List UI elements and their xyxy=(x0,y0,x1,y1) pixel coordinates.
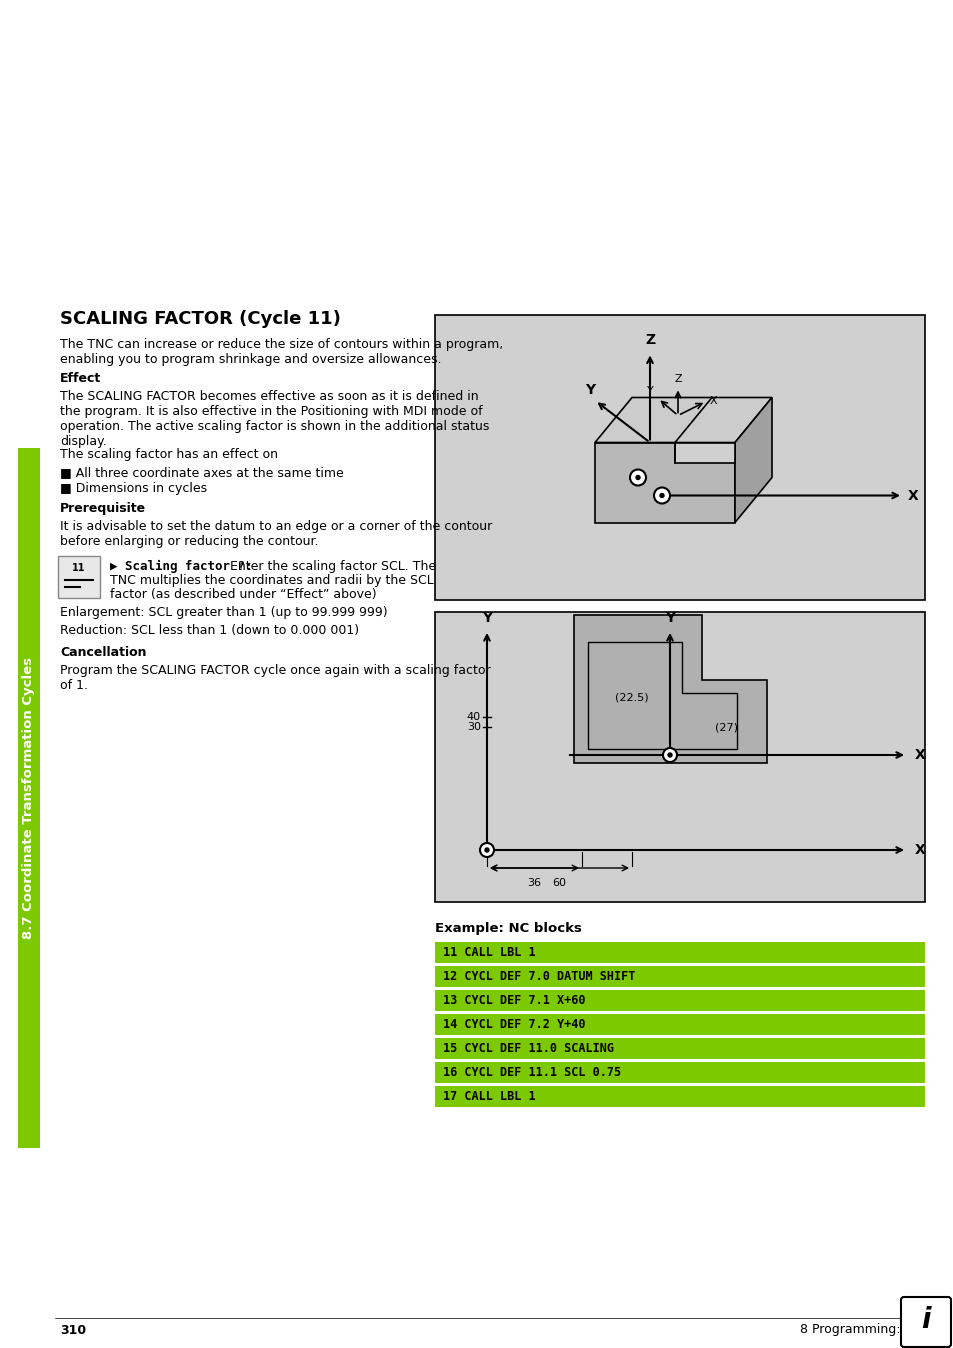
Text: Program the SCALING FACTOR cycle once again with a scaling factor
of 1.: Program the SCALING FACTOR cycle once ag… xyxy=(60,665,490,692)
Circle shape xyxy=(484,848,489,852)
FancyBboxPatch shape xyxy=(435,1038,924,1060)
Text: 60: 60 xyxy=(552,878,566,888)
Text: Z: Z xyxy=(674,373,681,383)
Circle shape xyxy=(667,754,671,758)
FancyBboxPatch shape xyxy=(435,942,924,962)
Text: Z: Z xyxy=(644,333,655,348)
Text: ■ All three coordinate axes at the same time: ■ All three coordinate axes at the same … xyxy=(60,466,343,479)
Text: factor (as described under “Effect” above): factor (as described under “Effect” abov… xyxy=(110,588,376,601)
Circle shape xyxy=(659,493,663,497)
Text: It is advisable to set the datum to an edge or a corner of the contour
before en: It is advisable to set the datum to an e… xyxy=(60,520,492,549)
Text: 17 CALL LBL 1: 17 CALL LBL 1 xyxy=(442,1091,535,1103)
Text: 11 CALL LBL 1: 11 CALL LBL 1 xyxy=(442,946,535,958)
FancyBboxPatch shape xyxy=(900,1297,950,1347)
Text: X: X xyxy=(914,748,924,762)
Polygon shape xyxy=(595,398,771,442)
FancyBboxPatch shape xyxy=(435,1062,924,1082)
Text: X: X xyxy=(914,842,924,857)
Text: Reduction: SCL less than 1 (down to 0.000 001): Reduction: SCL less than 1 (down to 0.00… xyxy=(60,624,358,638)
Text: X: X xyxy=(907,488,918,503)
Text: 8.7 Coordinate Transformation Cycles: 8.7 Coordinate Transformation Cycles xyxy=(23,656,35,940)
Text: 13 CYCL DEF 7.1 X+60: 13 CYCL DEF 7.1 X+60 xyxy=(442,993,585,1007)
Text: Y: Y xyxy=(481,611,492,625)
Circle shape xyxy=(636,476,639,480)
Text: (27): (27) xyxy=(715,723,738,732)
Text: Example: NC blocks: Example: NC blocks xyxy=(435,922,581,936)
Text: Enlargement: SCL greater than 1 (up to 99.999 999): Enlargement: SCL greater than 1 (up to 9… xyxy=(60,607,387,619)
Text: The scaling factor has an effect on: The scaling factor has an effect on xyxy=(60,448,277,461)
Text: 30: 30 xyxy=(467,723,480,732)
Text: 36: 36 xyxy=(527,878,541,888)
Text: The TNC can increase or reduce the size of contours within a program,
enabling y: The TNC can increase or reduce the size … xyxy=(60,338,503,367)
FancyBboxPatch shape xyxy=(435,315,924,600)
Polygon shape xyxy=(675,442,734,462)
Text: Y: Y xyxy=(664,611,675,625)
Circle shape xyxy=(654,488,669,504)
Text: i: i xyxy=(921,1306,930,1335)
Text: (22.5): (22.5) xyxy=(615,692,648,702)
Text: Prerequisite: Prerequisite xyxy=(60,501,146,515)
Text: 8 Programming: Cycles: 8 Programming: Cycles xyxy=(800,1324,944,1336)
Text: Effect: Effect xyxy=(60,372,101,386)
Text: Enter the scaling factor SCL. The: Enter the scaling factor SCL. The xyxy=(226,559,436,573)
Text: The SCALING FACTOR becomes effective as soon as it is defined in
the program. It: The SCALING FACTOR becomes effective as … xyxy=(60,390,489,448)
Text: 310: 310 xyxy=(60,1324,86,1336)
Text: 12 CYCL DEF 7.0 DATUM SHIFT: 12 CYCL DEF 7.0 DATUM SHIFT xyxy=(442,971,635,983)
Text: TNC multiplies the coordinates and radii by the SCL: TNC multiplies the coordinates and radii… xyxy=(110,574,434,586)
FancyBboxPatch shape xyxy=(18,448,40,1148)
Polygon shape xyxy=(574,615,766,763)
Text: SCALING FACTOR (Cycle 11): SCALING FACTOR (Cycle 11) xyxy=(60,310,340,328)
FancyBboxPatch shape xyxy=(435,989,924,1011)
Text: 16 CYCL DEF 11.1 SCL 0.75: 16 CYCL DEF 11.1 SCL 0.75 xyxy=(442,1066,620,1078)
Polygon shape xyxy=(595,442,734,523)
Polygon shape xyxy=(734,398,771,523)
Circle shape xyxy=(662,748,677,762)
Text: ■ Dimensions in cycles: ■ Dimensions in cycles xyxy=(60,483,207,495)
Circle shape xyxy=(479,842,494,857)
Text: Cancellation: Cancellation xyxy=(60,646,147,659)
Text: 14 CYCL DEF 7.2 Y+40: 14 CYCL DEF 7.2 Y+40 xyxy=(442,1018,585,1031)
FancyBboxPatch shape xyxy=(435,612,924,902)
Text: ▶ Scaling factor ?:: ▶ Scaling factor ?: xyxy=(110,559,253,573)
Text: 11: 11 xyxy=(72,563,86,573)
FancyBboxPatch shape xyxy=(435,967,924,987)
Text: 15 CYCL DEF 11.0 SCALING: 15 CYCL DEF 11.0 SCALING xyxy=(442,1042,614,1055)
Text: X: X xyxy=(709,395,717,406)
FancyBboxPatch shape xyxy=(58,555,100,599)
FancyBboxPatch shape xyxy=(435,1086,924,1107)
Text: Y: Y xyxy=(646,386,654,395)
Text: 40: 40 xyxy=(466,712,480,723)
Text: Y: Y xyxy=(584,383,595,396)
FancyBboxPatch shape xyxy=(435,1014,924,1035)
Circle shape xyxy=(629,469,645,485)
